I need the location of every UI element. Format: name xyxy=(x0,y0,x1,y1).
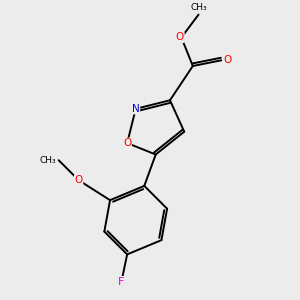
Text: O: O xyxy=(223,55,231,65)
Text: CH₃: CH₃ xyxy=(190,3,207,12)
Text: O: O xyxy=(74,175,83,185)
Text: F: F xyxy=(118,277,124,286)
Text: CH₃: CH₃ xyxy=(39,156,56,165)
Text: N: N xyxy=(132,104,140,114)
Text: O: O xyxy=(123,138,131,148)
Text: O: O xyxy=(176,32,184,43)
